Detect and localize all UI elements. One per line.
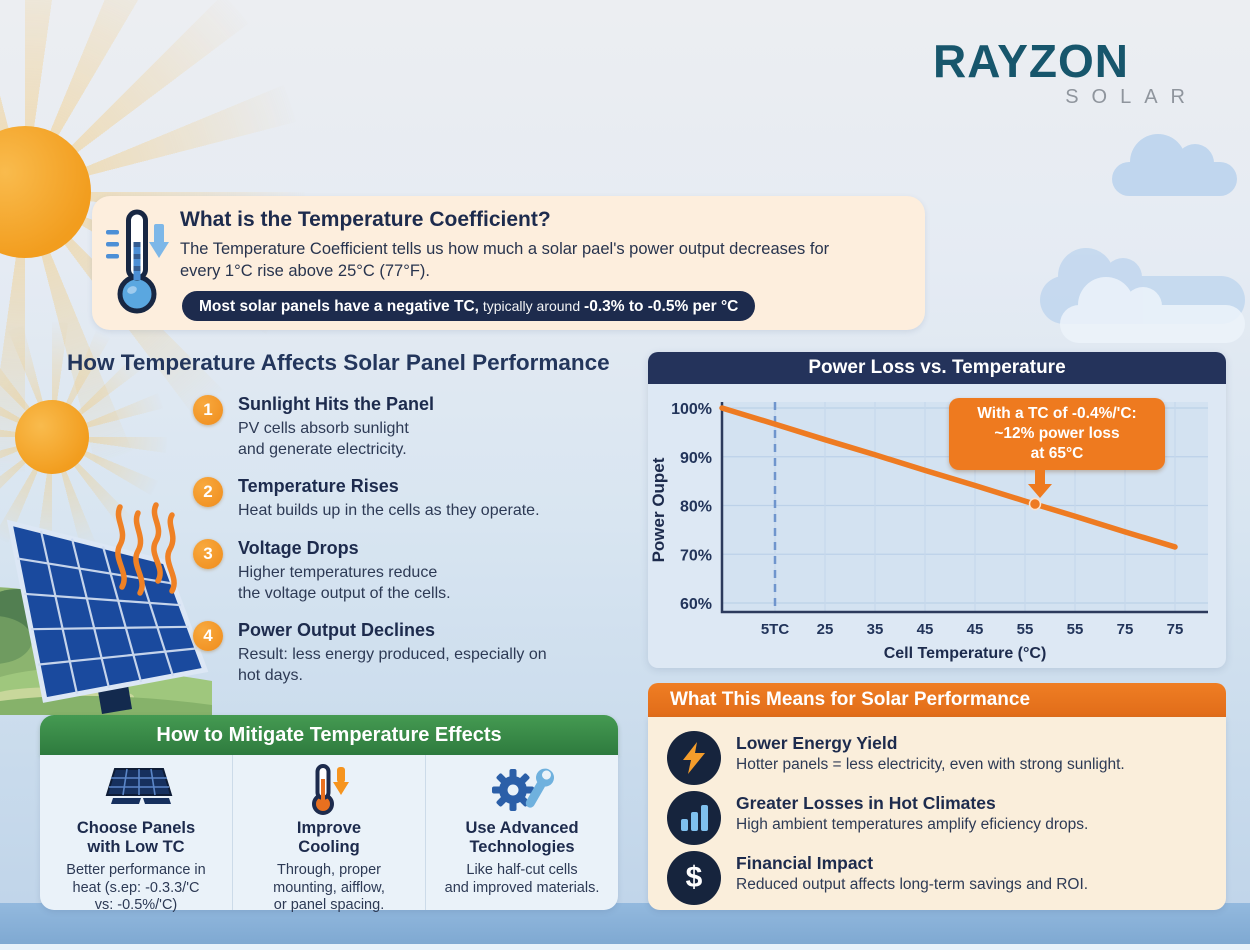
performance-item-desc: High ambient temperatures amplify eficie…: [736, 816, 1089, 833]
performance-item-title: Greater Losses in Hot Climates: [736, 793, 996, 813]
step-item-3: 3 Voltage Drops Higher temperatures redu…: [193, 538, 623, 604]
heat-waves-icon: [115, 502, 177, 596]
chart-tick-label: 80%: [680, 499, 712, 516]
y-axis-title: Power Oupet: [649, 457, 668, 562]
chart-plot-area: 100% 90% 80% 70% 60% 5TC 25 35 45 45 55 55 75 75 Power…: [648, 384, 1226, 668]
dollar-icon: $: [667, 851, 721, 905]
intro-highlight-pill: Most solar panels have a negative TC, ty…: [182, 291, 756, 321]
chart-tick-label: 70%: [680, 547, 712, 564]
x-axis-title: Cell Temperature (°C): [884, 645, 1047, 662]
step-number-badge: 2: [193, 477, 223, 507]
chart-tick-label: 55: [1067, 621, 1084, 638]
step-number-badge: 3: [193, 539, 223, 569]
performance-item-1: Lower Energy Yield Hotter panels = less …: [648, 731, 1226, 789]
performance-item-title: Lower Energy Yield: [736, 733, 898, 753]
step-item-2: 2 Temperature Rises Heat builds up in th…: [193, 476, 623, 521]
steps-section-heading: How Temperature Affects Solar Panel Perf…: [67, 350, 610, 375]
step-desc: Higher temperatures reduce the voltage o…: [238, 564, 451, 603]
thermometer-icon: [106, 209, 169, 314]
step-title: Temperature Rises: [238, 476, 399, 496]
intro-body: The Temperature Coefficient tells us how…: [180, 240, 830, 281]
solar-panel-illustration: [0, 502, 212, 715]
performance-card: Lower Energy Yield Hotter panels = less …: [648, 717, 1226, 910]
cooling-thermometer-icon: [233, 763, 425, 815]
step-title: Power Output Declines: [238, 620, 436, 640]
cloud-icon: [1112, 134, 1237, 196]
performance-item-3: $ Financial Impact Reduced output affect…: [648, 851, 1226, 909]
chart-tick-label: 55: [1017, 621, 1034, 638]
chart-tick-label: 90%: [680, 450, 712, 467]
performance-item-desc: Hotter panels = less electricity, even w…: [736, 756, 1125, 773]
step-desc: PV cells absorb sunlight and generate el…: [238, 420, 409, 459]
sun-small: [15, 400, 89, 474]
mitigation-title: Use Advanced Technologies: [465, 819, 579, 856]
chart-tick-label: 5TC: [761, 621, 790, 638]
step-number-badge: 1: [193, 395, 223, 425]
mitigation-title: Improve Cooling: [296, 819, 362, 856]
solar-panel-icon: [40, 763, 232, 815]
mitigation-column-2: Improve Cooling Through, proper mounting…: [232, 755, 425, 913]
mitigation-card: Choose Panels with Low TC Better perform…: [40, 755, 618, 913]
mitigation-column-1: Choose Panels with Low TC Better perform…: [40, 755, 232, 913]
step-item-1: 1 Sunlight Hits the Panel PV cells absor…: [193, 394, 623, 460]
chart-tick-label: 75: [1167, 621, 1184, 638]
mitigation-section-header: How to Mitigate Temperature Effects: [40, 715, 618, 755]
power-loss-chart-panel: Power Loss vs. Temperature 100% 90% 80% 70%…: [648, 352, 1226, 668]
mitigation-desc: Through, proper mounting, aifflow, or pa…: [273, 861, 385, 914]
logo-brand-text: RAYZON: [933, 35, 1129, 87]
intro-banner: What is the Temperature Coefficient? The…: [92, 196, 925, 330]
pill-text-bold: Most solar panels have a negative TC,: [199, 298, 479, 315]
chart-title: Power Loss vs. Temperature: [648, 352, 1226, 384]
lightning-bolt-icon: [667, 731, 721, 785]
performance-item-desc: Reduced output affects long-term savings…: [736, 876, 1089, 893]
mitigation-title: Choose Panels with Low TC: [76, 819, 196, 856]
annotation-arrow-icon: [1028, 470, 1052, 498]
bottom-light-strip: [0, 944, 1250, 950]
bar-chart-icon: [667, 791, 721, 845]
step-desc: Result: less energy produced, especially…: [238, 646, 547, 685]
chart-tick-label: 35: [867, 621, 884, 638]
step-desc: Heat builds up in the cells as they oper…: [238, 502, 540, 519]
step-title: Voltage Drops: [238, 538, 359, 558]
chart-tick-label: 100%: [671, 401, 712, 418]
mitigation-desc: Like half-cut cells and improved materia…: [444, 861, 600, 896]
cloud-icon: [1060, 277, 1245, 343]
step-title: Sunlight Hits the Panel: [238, 394, 435, 414]
performance-section-header: What This Means for Solar Performance: [648, 683, 1226, 717]
intro-title: What is the Temperature Coefficient?: [180, 208, 551, 231]
chart-tick-label: 75: [1117, 621, 1134, 638]
performance-item-2: Greater Losses in Hot Climates High ambi…: [648, 791, 1226, 849]
chart-tick-label: 25: [817, 621, 834, 638]
logo-sub-text: SOLAR: [1065, 86, 1198, 108]
step-item-4: 4 Power Output Declines Result: less ene…: [193, 620, 623, 686]
step-number-badge: 4: [193, 621, 223, 651]
performance-item-title: Financial Impact: [736, 853, 874, 873]
chart-tick-label: 45: [967, 621, 984, 638]
logo: RAYZON SOLAR: [933, 38, 1188, 109]
mitigation-desc: Better performance in heat (s.ep: -0.3.3…: [66, 861, 206, 914]
pill-text-light: typically around: [478, 298, 585, 314]
pill-text-bold: -0.3% to -0.5% per °C: [584, 298, 739, 315]
chart-tick-label: 45: [917, 621, 934, 638]
chart-annotation: With a TC of -0.4%/'C: ~12% power loss a…: [949, 398, 1165, 471]
gear-wrench-icon: [426, 763, 618, 815]
chart-tick-label: 60%: [680, 596, 712, 613]
mitigation-column-3: Use Advanced Technologies Like half-cut …: [425, 755, 618, 910]
